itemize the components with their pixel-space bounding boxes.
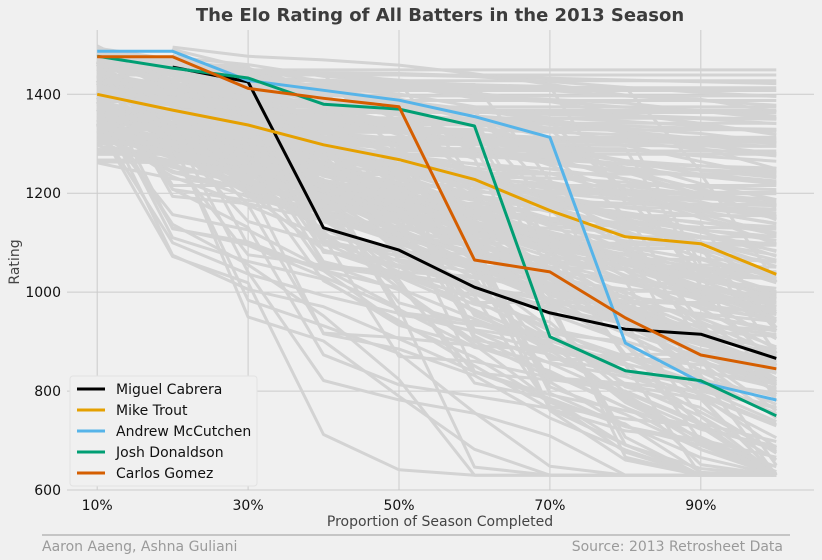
background-series-line [172,72,777,373]
legend-label: Carlos Gomez [116,466,213,482]
background-series-line [97,126,777,299]
background-series-line [96,113,778,462]
background-series-line [96,75,778,455]
background-series-line [96,129,777,410]
x-tick-label: 30% [233,498,264,514]
legend-label: Andrew McCutchen [116,424,251,440]
y-tick-label: 600 [34,483,61,499]
background-series-line [172,96,777,448]
background-series-line [172,45,777,114]
background-series-line [96,113,777,360]
background-series-line [95,101,777,477]
background-series-line [171,138,777,477]
background-series-line [96,93,777,219]
series-line [97,49,777,402]
highlight-series [96,49,777,418]
background-series-line [172,75,777,208]
background-series-line [96,75,777,477]
legend-label: Mike Trout [116,403,188,419]
background-series-line [95,91,777,474]
background-series-line [96,77,777,285]
y-axis-label: Rating [7,239,23,284]
legend-label: Miguel Cabrera [116,382,222,398]
series-line [96,92,777,276]
background-series-line [95,96,777,477]
background-series-line [96,106,777,440]
background-series-line [97,63,777,170]
background-series-line [96,128,777,391]
x-axis-label: Proportion of Season Completed [327,514,553,530]
background-series-line [172,131,777,235]
y-tick-label: 800 [34,384,61,400]
background-series-line [96,63,777,358]
background-series-line [172,119,777,195]
background-series-line [97,140,777,148]
chart-title: The Elo Rating of All Batters in the 201… [196,5,684,26]
series-line [97,55,777,371]
x-tick-label: 10% [82,498,113,514]
y-tick-label: 1000 [25,285,61,301]
background-series-line [96,71,777,173]
y-tick-label: 1200 [25,186,61,202]
legend-box [69,375,258,487]
background-series-line [96,80,777,375]
footer-source: Source: 2013 Retrosheet Data [572,539,783,555]
legend-label: Josh Donaldson [115,445,224,461]
y-tick-labels: 600 800 1000 1200 1400 [25,87,61,499]
background-series-line [96,66,778,477]
y-tick-label: 1400 [25,87,61,103]
x-tick-label: 70% [534,498,565,514]
legend: Miguel Cabrera Mike Trout Andrew McCutchen… [69,375,258,487]
footer-credit: Aaron Aaeng, Ashna Guliani [42,539,237,555]
x-tick-label: 50% [383,498,414,514]
x-tick-labels: 10% 30% 50% 70% 90% [82,498,717,514]
x-tick-label: 90% [685,498,716,514]
